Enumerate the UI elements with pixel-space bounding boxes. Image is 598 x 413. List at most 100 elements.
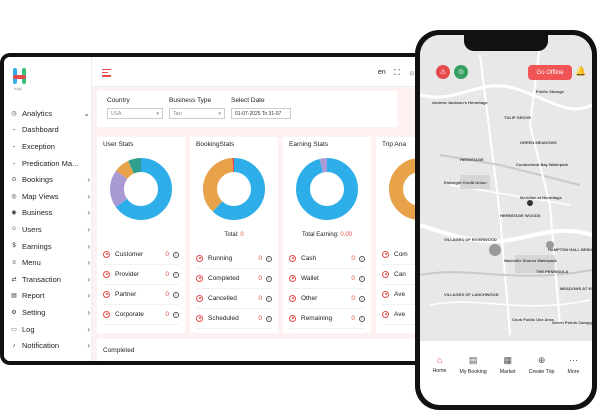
stat-value: 0	[165, 291, 169, 298]
date-range-input[interactable]: 01-07-2025 To 31-07	[231, 108, 291, 119]
info-icon[interactable]: i	[173, 291, 179, 298]
person-icon	[103, 271, 110, 278]
donut-slice	[203, 158, 265, 220]
sidebar-item-report[interactable]: ▤ Report ›	[10, 288, 90, 305]
stat-label: Cash	[301, 255, 317, 262]
create-trip-icon: ⊕	[537, 355, 546, 365]
map-label: Andrew Jackson's Hermitage	[432, 100, 488, 105]
bottom-nav-more[interactable]: ⋯ More	[568, 355, 580, 405]
topbar: en ⛶ ☼ ◕	[92, 57, 426, 87]
info-icon[interactable]: i	[173, 251, 179, 258]
sidebar-item-exception[interactable]: - Exception	[10, 138, 90, 155]
sidebar-item-bookings[interactable]: ⊙ Bookings ›	[10, 171, 90, 188]
info-icon[interactable]: i	[266, 295, 272, 302]
business-type-label: Business Type	[169, 97, 212, 104]
info-icon[interactable]: i	[359, 295, 365, 302]
alert-fab-icon[interactable]: ⚠	[436, 65, 450, 79]
sidebar-item-log[interactable]: ▭ Log ›	[10, 321, 90, 338]
sidebar-item-analytics[interactable]: ◷ Analytics ⌄	[10, 105, 90, 122]
stat-label: Partner	[115, 291, 137, 298]
sidebar-item-earnings[interactable]: $ Earnings ›	[10, 238, 90, 255]
person-icon	[103, 291, 110, 298]
bottom-nav-market[interactable]: ▦ Market	[500, 355, 516, 405]
stat-label: Cancelled	[208, 295, 237, 302]
sidebar-item-label: Log	[22, 324, 35, 334]
sidebar-item-predication-ma[interactable]: - Predication Ma...	[10, 155, 90, 172]
bell-icon[interactable]: 🔔	[575, 66, 587, 76]
stat-label: Ave	[394, 311, 406, 318]
country-select[interactable]: USA ▾	[107, 108, 163, 119]
info-icon[interactable]: i	[359, 315, 365, 322]
map-label: HAMPTON HALL BRIDGEWATER	[548, 247, 592, 252]
more-icon: ⋯	[568, 355, 578, 365]
sidebar-item-dashboard[interactable]: - Dashboard	[10, 122, 90, 139]
sidebar-item-business[interactable]: ◉ Business ›	[10, 205, 90, 222]
bottom-nav-create-trip[interactable]: ⊕ Create Trip	[529, 355, 555, 405]
map-label: THE PENINSULA	[536, 269, 569, 274]
bottom-nav-label: More	[567, 369, 580, 375]
bottom-nav-label: Market	[499, 369, 516, 375]
stat-label: Provider	[115, 271, 140, 278]
chevron-right-icon: ›	[87, 224, 90, 234]
theme-icon[interactable]: ☼	[408, 68, 416, 77]
filter-panel: Country USA ▾ Business Type Taxi ▾ Select …	[97, 91, 397, 127]
info-icon[interactable]: i	[359, 255, 365, 262]
stat-value: 0	[258, 255, 262, 262]
stat-label: Remaining	[301, 315, 333, 322]
person-icon	[289, 315, 296, 322]
info-icon[interactable]: i	[266, 275, 272, 282]
map-label: GREEN MEADOWS	[520, 140, 557, 145]
language-selector[interactable]: en	[378, 69, 386, 76]
sidebar-item-setting[interactable]: ⚙ Setting ›	[10, 304, 90, 321]
stat-row: Partner 0 i	[103, 285, 179, 305]
person-icon	[289, 295, 296, 302]
sidebar-item-label: Bookings	[22, 175, 53, 185]
donut-chart	[296, 158, 358, 220]
sidebar-item-transaction[interactable]: ⇄ Transaction ›	[10, 271, 90, 288]
earnings-icon: $	[12, 243, 16, 250]
info-icon[interactable]: i	[173, 271, 179, 278]
bottom-nav-home[interactable]: ⌂ Home	[433, 355, 447, 405]
info-icon[interactable]: i	[359, 275, 365, 282]
card-title: Earning Stats	[289, 141, 329, 148]
info-icon[interactable]: i	[266, 255, 272, 262]
info-icon[interactable]: i	[173, 311, 179, 318]
stats-card: Earning Stats Total Earning: 0.00 Cash 0 i Wa…	[283, 137, 371, 333]
donut-slice	[296, 158, 358, 220]
stat-row: Running 0 i	[196, 249, 272, 269]
hamburger-menu-icon[interactable]	[102, 69, 111, 79]
brand-tag: Kaiji	[14, 86, 22, 91]
sidebar-item-menu[interactable]: ≡ Menu ›	[10, 254, 90, 271]
report-icon: ▤	[11, 293, 17, 300]
stat-row: Customer 0 i	[103, 245, 179, 265]
card-title: BookingStats	[196, 141, 235, 148]
bottom-nav-my-booking[interactable]: ▤ My Booking	[460, 355, 487, 405]
chevron-right-icon: ›	[87, 191, 90, 201]
laptop-frame: Kaiji ◷ Analytics ⌄ - Dashboard - Exception - Pr…	[0, 53, 430, 365]
map-view[interactable]	[420, 35, 592, 341]
fullscreen-icon[interactable]: ⛶	[394, 68, 400, 77]
sidebar-nav: ◷ Analytics ⌄ - Dashboard - Exception - Predicat…	[10, 105, 90, 354]
sidebar-item-map-views[interactable]: ◎ Map Views ›	[10, 188, 90, 205]
sidebar-item-users[interactable]: ☺ Users ›	[10, 221, 90, 238]
sidebar-item-label: Business	[22, 208, 53, 218]
bottom-nav-label: Create Trip	[528, 369, 555, 375]
person-icon	[103, 311, 110, 318]
map-label: HERMITAGE WOODS	[500, 213, 541, 218]
go-offline-button[interactable]: Go Offline	[528, 65, 572, 80]
stat-row: Wallet 0 i	[289, 269, 365, 289]
country-label: Country	[107, 97, 130, 104]
donut-slice	[110, 158, 172, 220]
map-label: Meridian at Hermitage	[520, 195, 562, 200]
person-icon	[196, 255, 203, 262]
info-icon[interactable]: i	[266, 315, 272, 322]
stat-row: Com	[382, 245, 426, 265]
sidebar-item-notification[interactable]: ♪ Notification ›	[10, 337, 91, 354]
location-fab-icon[interactable]: ⊙	[454, 65, 468, 79]
transaction-icon: ⇄	[11, 276, 17, 283]
business-icon: ◉	[11, 210, 17, 217]
business-type-select[interactable]: Taxi ▾	[169, 108, 225, 119]
card-rows: Running 0 i Completed 0 i Cancelled 0 i Scheduled…	[196, 249, 272, 329]
sidebar-item-label: Dashboard	[22, 125, 59, 135]
